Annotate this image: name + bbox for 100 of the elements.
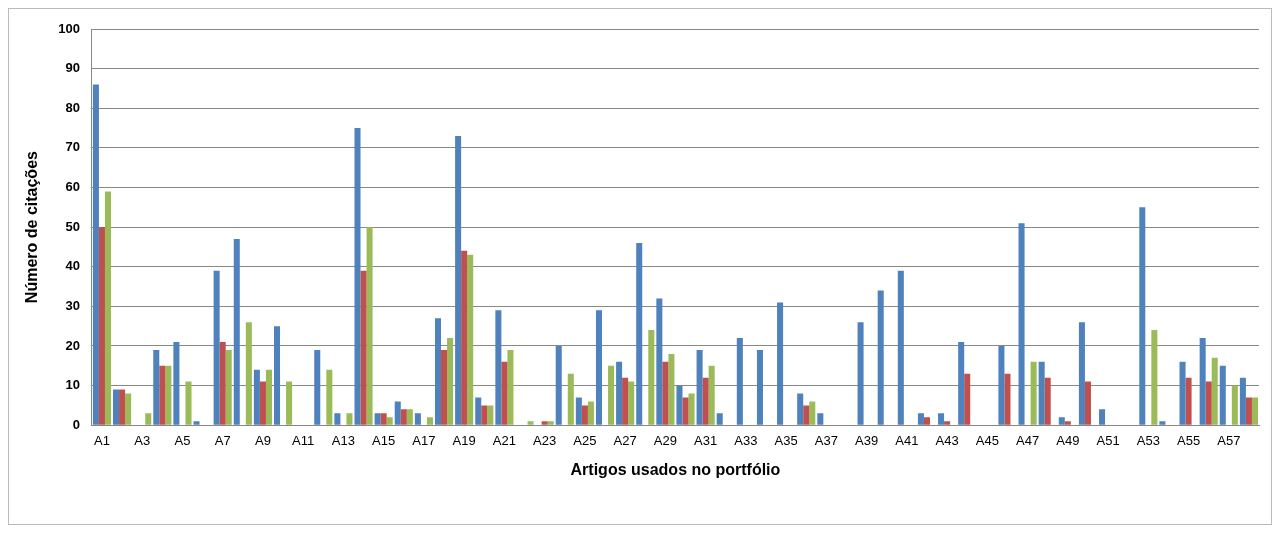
x-tick-label: A29 xyxy=(653,432,677,448)
bar xyxy=(1205,381,1212,425)
bar xyxy=(964,373,971,425)
bar xyxy=(455,135,462,425)
x-tick-label: A47 xyxy=(1016,432,1040,448)
bar xyxy=(374,413,381,425)
bar xyxy=(656,298,663,425)
bar xyxy=(1038,361,1045,425)
bar xyxy=(857,322,864,425)
bar xyxy=(877,290,884,425)
bar xyxy=(414,413,421,425)
bar xyxy=(1044,377,1051,425)
bar xyxy=(461,250,468,425)
y-tick-label: 50 xyxy=(65,218,80,234)
bar xyxy=(1211,357,1218,425)
bar xyxy=(173,342,180,425)
bar xyxy=(595,310,602,425)
bar xyxy=(98,227,105,425)
bar xyxy=(495,310,502,425)
x-tick-label: A19 xyxy=(452,432,476,448)
bar xyxy=(441,349,448,425)
x-tick-label: A53 xyxy=(1136,432,1160,448)
y-tick-label: 10 xyxy=(65,377,80,393)
bar xyxy=(467,254,474,425)
bar xyxy=(185,381,192,425)
bar xyxy=(541,421,548,425)
bar xyxy=(944,421,951,425)
bar xyxy=(233,238,240,425)
bar xyxy=(406,409,413,425)
bar xyxy=(354,128,361,425)
bar xyxy=(475,397,482,425)
bar xyxy=(1219,365,1226,425)
bar xyxy=(346,413,353,425)
x-tick-label: A5 xyxy=(174,432,191,448)
x-tick-label: A1 xyxy=(94,432,110,448)
bar xyxy=(708,365,715,425)
bar xyxy=(587,401,594,425)
bar xyxy=(159,365,166,425)
bar xyxy=(938,413,945,425)
bar xyxy=(1004,373,1011,425)
bar xyxy=(648,330,655,425)
bar xyxy=(756,349,763,425)
bar xyxy=(581,405,588,425)
bar xyxy=(225,349,232,425)
bar xyxy=(923,417,930,425)
y-tick-label: 80 xyxy=(65,99,80,115)
bar xyxy=(153,349,160,425)
y-tick-label: 40 xyxy=(65,258,80,274)
bar xyxy=(1251,397,1258,425)
bar xyxy=(1058,417,1065,425)
y-tick-label: 20 xyxy=(65,337,80,353)
bar xyxy=(682,397,689,425)
bar xyxy=(501,361,508,425)
bar xyxy=(668,353,675,425)
bar xyxy=(958,342,965,425)
bar xyxy=(1099,409,1106,425)
x-tick-label: A23 xyxy=(533,432,557,448)
bar xyxy=(608,365,615,425)
x-tick-label: A35 xyxy=(774,432,798,448)
bar xyxy=(507,349,514,425)
bar xyxy=(547,421,554,425)
bar xyxy=(487,405,494,425)
bar xyxy=(265,369,272,425)
bar xyxy=(917,413,924,425)
bar xyxy=(527,421,534,425)
bar xyxy=(622,377,629,425)
bar xyxy=(1179,361,1186,425)
bar xyxy=(481,405,488,425)
x-tick-label: A41 xyxy=(895,432,919,448)
x-tick-label: A39 xyxy=(855,432,879,448)
x-tick-label: A43 xyxy=(935,432,959,448)
x-tick-label: A3 xyxy=(134,432,151,448)
x-tick-label: A49 xyxy=(1056,432,1080,448)
x-tick-label: A11 xyxy=(292,432,315,448)
bar xyxy=(165,365,172,425)
bar xyxy=(797,393,804,425)
bar xyxy=(567,373,574,425)
bar xyxy=(777,302,784,425)
x-tick-label: A55 xyxy=(1177,432,1201,448)
bar xyxy=(213,270,220,425)
bar xyxy=(1199,338,1206,425)
bar xyxy=(426,417,433,425)
bar xyxy=(998,345,1005,425)
x-axis-title: Artigos usados no portfólio xyxy=(570,460,781,478)
bar xyxy=(314,349,321,425)
bar xyxy=(1139,207,1146,425)
x-tick-label: A51 xyxy=(1096,432,1120,448)
x-tick-label: A33 xyxy=(734,432,758,448)
bar xyxy=(1159,421,1166,425)
bar xyxy=(400,409,407,425)
bar xyxy=(1078,322,1085,425)
bar xyxy=(113,389,120,425)
bar xyxy=(145,413,152,425)
bar xyxy=(809,401,816,425)
bar xyxy=(1018,223,1025,425)
x-tick-label: A21 xyxy=(492,432,516,448)
bar xyxy=(193,421,200,425)
y-tick-label: 90 xyxy=(65,60,80,76)
x-tick-label: A17 xyxy=(412,432,436,448)
bar xyxy=(1185,377,1192,425)
